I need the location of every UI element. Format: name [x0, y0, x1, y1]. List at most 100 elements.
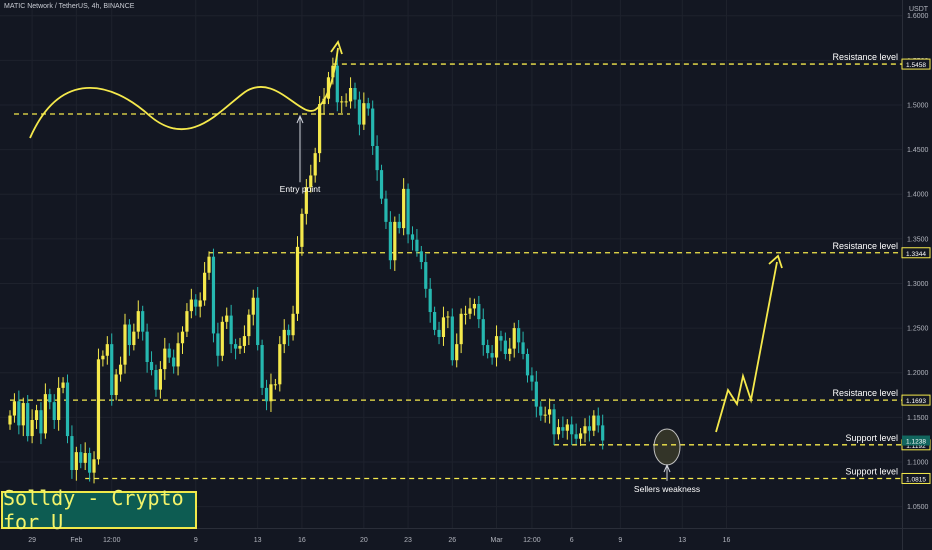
candle-body	[512, 328, 516, 349]
price-axis[interactable]: USDT 1.0500 1.1000 1.1500 1.2000 1.2500 1.3000…	[902, 0, 929, 550]
candle-body	[21, 403, 25, 426]
candle-body	[309, 175, 313, 188]
candle-body	[48, 394, 52, 403]
candle-body	[136, 311, 140, 332]
candle-body	[521, 342, 525, 354]
candle-body	[287, 329, 291, 336]
level-value-badge	[901, 472, 931, 484]
candle-body	[260, 345, 264, 388]
y-tick-label: 1.3500	[907, 236, 929, 243]
candle-body	[65, 382, 70, 437]
candle-body	[477, 303, 481, 320]
candle-body	[225, 315, 229, 322]
x-tick-label: 16	[723, 537, 731, 544]
candle-body	[269, 384, 273, 402]
candle-body	[313, 153, 317, 176]
candle-body	[101, 355, 105, 360]
sellers-weakness-marker	[653, 428, 681, 466]
candle-body	[216, 333, 220, 356]
candle-body	[459, 313, 463, 345]
y-tick-label: 1.0500	[907, 504, 929, 511]
level-label: Support level	[845, 466, 898, 476]
candle-body	[393, 221, 397, 261]
candle-body	[8, 415, 12, 425]
candle-body	[185, 311, 189, 332]
current-price-badge	[902, 435, 930, 446]
annotation-label: Sellers weakness	[634, 484, 700, 494]
x-tick-label: 12:00	[103, 537, 121, 544]
candle-body	[114, 374, 118, 396]
candle-body	[525, 353, 530, 376]
candle-body	[154, 370, 158, 390]
candle-body	[494, 336, 499, 358]
candle-body	[587, 426, 592, 431]
candle-body	[592, 415, 596, 431]
candle-body	[344, 101, 348, 103]
candle-body	[70, 436, 74, 470]
candle-body	[481, 319, 485, 346]
x-tick-label: 9	[618, 537, 622, 544]
candle-body	[52, 402, 56, 421]
x-tick-label: 13	[254, 537, 262, 544]
arrow-head	[330, 40, 343, 55]
candle-body	[415, 239, 419, 252]
candle-body	[247, 314, 251, 337]
candle-body	[539, 406, 543, 416]
x-tick-label: 13	[678, 537, 686, 544]
candle-body	[172, 357, 176, 367]
candle-body	[499, 336, 503, 341]
candle-body	[203, 272, 207, 301]
candle-body	[17, 401, 21, 426]
level-value: 1.0815	[906, 476, 926, 483]
level-value: 1.1192	[906, 443, 926, 450]
price-badges: 1.5458 1.3344 1.1693 1.1192 1.0815 1.1238	[901, 58, 931, 484]
x-tick-label: Feb	[70, 537, 82, 544]
x-tick-label: 9	[194, 537, 198, 544]
candle-body	[145, 331, 149, 362]
candle-body	[300, 213, 304, 247]
candle-body	[424, 262, 428, 289]
candle-body	[79, 452, 83, 463]
candle-body	[233, 344, 238, 349]
candle-body	[220, 321, 224, 356]
candle-body	[552, 409, 556, 435]
candle-body	[556, 427, 561, 435]
candle-body	[578, 433, 583, 439]
x-tick-label: 12:00	[523, 537, 541, 544]
candle-body	[105, 344, 109, 356]
candle-body	[384, 198, 388, 222]
sine-projection-path	[29, 47, 339, 139]
candle-body	[375, 146, 379, 171]
symbol-title: MATIC Network / TetherUS, 4h, BINANCE	[4, 3, 135, 10]
candle-body	[583, 426, 587, 434]
x-tick-label: 16	[298, 537, 306, 544]
candle-body	[304, 187, 308, 214]
candle-body	[158, 369, 162, 390]
candle-body	[278, 344, 282, 385]
candle-body	[180, 331, 185, 344]
chart-annotations: Entry point Sellers weakness	[280, 114, 700, 494]
candle-body	[194, 299, 198, 307]
candle-body	[242, 336, 247, 346]
candle-body	[34, 410, 39, 421]
level-label: Support level	[845, 433, 898, 443]
candle-body	[149, 361, 154, 371]
candle-body	[57, 387, 61, 421]
level-value: 1.5458	[906, 62, 926, 69]
candle-body	[30, 420, 34, 437]
candle-body	[127, 324, 132, 346]
candle-body	[238, 345, 242, 349]
candle-body	[468, 308, 472, 314]
candle-body	[110, 344, 114, 396]
x-tick-label: 23	[404, 537, 412, 544]
candle-body	[565, 424, 569, 431]
candle-body	[441, 317, 446, 338]
candle-body	[26, 403, 30, 437]
candle-body	[211, 256, 216, 334]
candle-body	[132, 331, 136, 346]
candle-body	[251, 297, 255, 315]
candle-body	[141, 311, 145, 332]
level-value: 1.1693	[906, 398, 926, 405]
y-tick-label: 1.4000	[907, 192, 929, 199]
